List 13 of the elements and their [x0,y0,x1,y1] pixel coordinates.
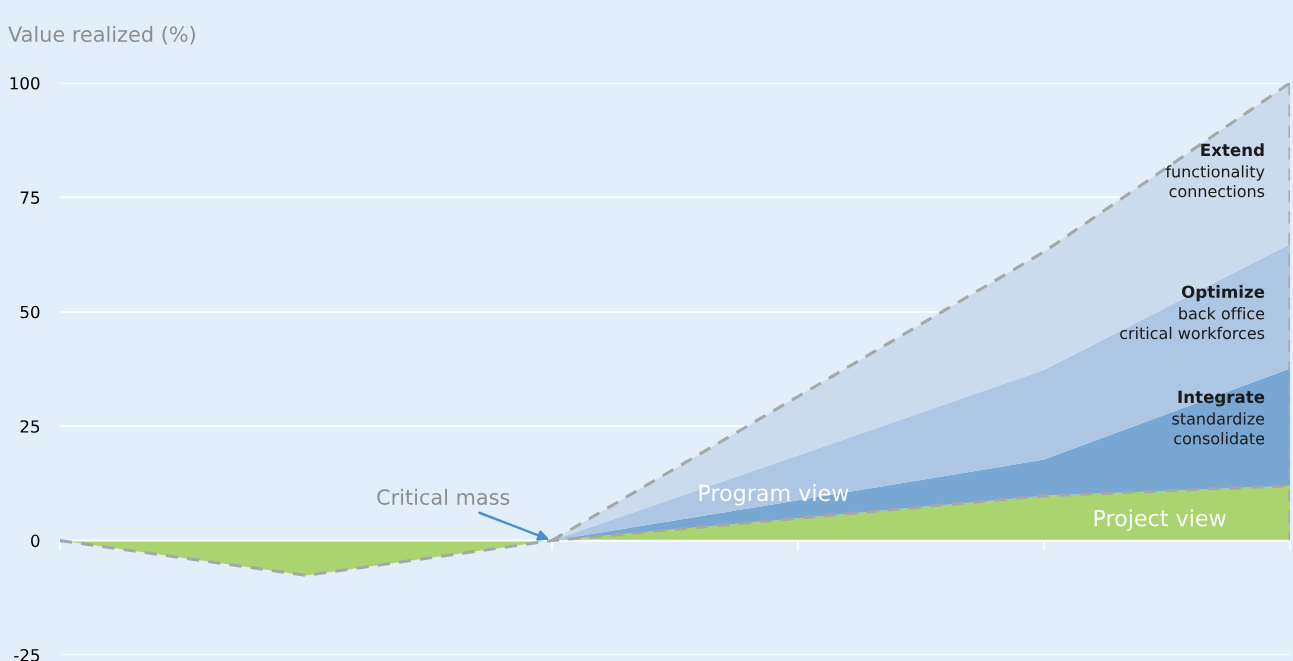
annotation: Optimize back office critical workforces [1120,285,1265,340]
annotation: Integrate standardize consolidate [1172,390,1265,445]
annotation: Program view [699,484,849,506]
annotation: Critical mass [377,488,510,505]
annotation: Project view [1094,509,1226,531]
y-tick-label: 25 [20,420,40,433]
chart-title: Value realized (%) [8,25,195,45]
y-tick-label: 100 [10,76,40,90]
y-tick-label: 75 [20,191,40,204]
y-tick-label: 0 [31,534,40,548]
annotation: Extend functionality connections [1165,143,1265,198]
y-tick-label: -25 [14,648,40,661]
y-tick-label: 50 [20,305,40,319]
